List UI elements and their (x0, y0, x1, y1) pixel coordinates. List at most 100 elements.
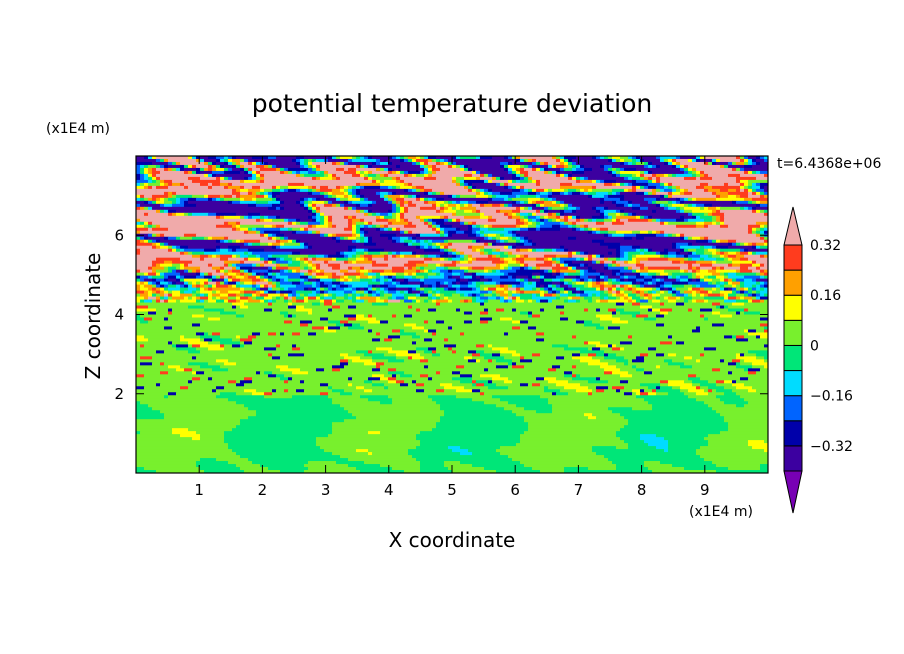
contour-cell (380, 401, 393, 405)
contour-cell (336, 293, 345, 298)
contour-cell (152, 245, 157, 250)
contour-cell (604, 215, 609, 220)
contour-cell (616, 290, 621, 295)
contour-cell (348, 326, 365, 331)
contour-cell (444, 275, 449, 280)
contour-cell (620, 281, 633, 286)
contour-cell (280, 197, 301, 202)
contour-cell (456, 182, 461, 187)
contour-cell (420, 299, 425, 304)
contour-cell (536, 182, 541, 187)
contour-cell (296, 293, 301, 298)
contour-cell (568, 248, 617, 253)
contour-cell (648, 164, 653, 169)
contour-cell (608, 344, 613, 348)
contour-cell (288, 311, 309, 316)
contour-cell (564, 200, 601, 205)
contour-cell (488, 215, 493, 220)
contour-cell (304, 182, 357, 187)
contour-cell (264, 392, 273, 396)
contour-cell (432, 221, 437, 226)
contour-cell (272, 185, 277, 190)
contour-cell (640, 266, 645, 271)
contour-cell (504, 284, 509, 289)
contour-cell (384, 287, 389, 292)
contour-cell (220, 158, 225, 163)
contour-cell (712, 218, 717, 223)
contour-cell (600, 377, 689, 381)
contour-cell (368, 284, 373, 289)
contour-cell (716, 209, 721, 214)
contour-cell (568, 266, 573, 271)
contour-cell (716, 197, 745, 202)
contour-cell (500, 182, 505, 187)
contour-cell (524, 260, 545, 265)
contour-cell (144, 335, 181, 340)
contour-cell (520, 170, 529, 175)
contour-cell (456, 389, 473, 393)
contour-cell (560, 212, 565, 217)
contour-cell (336, 203, 341, 208)
contour-cell (160, 224, 217, 229)
contour-cell (504, 296, 509, 301)
contour-cell (640, 353, 649, 357)
contour-cell (372, 314, 393, 319)
contour-cell (692, 197, 697, 202)
contour-cell (508, 170, 513, 175)
contour-cell (452, 326, 513, 331)
contour-cell (684, 341, 768, 346)
contour-cell (672, 308, 689, 313)
contour-cell (500, 452, 597, 456)
contour-cell (468, 299, 473, 304)
contour-cell (460, 200, 469, 205)
contour-cell (372, 287, 377, 292)
contour-cell (200, 437, 225, 441)
contour-cell (648, 161, 653, 166)
contour-cell (480, 275, 485, 280)
contour-cell (668, 161, 673, 166)
contour-cell (644, 278, 653, 283)
contour-cell (160, 299, 165, 304)
contour-cell (164, 158, 169, 163)
contour-cell (280, 239, 289, 244)
contour-cell (276, 278, 281, 283)
contour-cell (288, 275, 301, 280)
contour-cell (544, 338, 737, 343)
contour-cell (396, 254, 401, 259)
contour-cell (316, 272, 325, 277)
contour-cell (504, 380, 513, 384)
contour-cell (196, 287, 201, 292)
contour-cell (252, 170, 257, 175)
contour-cell (356, 299, 365, 304)
contour-cell (716, 239, 721, 244)
contour-cell (288, 365, 333, 369)
contour-cell (732, 302, 745, 307)
contour-cell (152, 239, 157, 244)
contour-cell (520, 434, 617, 438)
contour-cell (660, 251, 669, 256)
contour-cell (432, 167, 441, 172)
contour-cell (668, 251, 677, 256)
contour-cell (484, 251, 489, 256)
contour-cell (424, 338, 433, 343)
contour-cell (572, 356, 593, 360)
contour-cell (352, 191, 357, 196)
contour-cell (660, 176, 685, 181)
contour-cell (764, 344, 768, 348)
contour-cell (660, 299, 669, 304)
contour-cell (728, 272, 737, 277)
contour-cell (152, 200, 157, 205)
contour-cell (700, 314, 705, 319)
contour-cell (488, 224, 493, 229)
contour-cell (304, 464, 349, 468)
contour-cell (316, 266, 321, 271)
contour-cell (724, 266, 741, 271)
contour-cell (492, 260, 505, 265)
contour-cell (380, 368, 389, 372)
contour-cell (412, 335, 421, 340)
contour-cell (420, 308, 429, 313)
contour-cell (156, 200, 165, 205)
contour-cell (204, 167, 209, 172)
contour-cell (464, 365, 497, 369)
contour-cell (208, 272, 213, 277)
